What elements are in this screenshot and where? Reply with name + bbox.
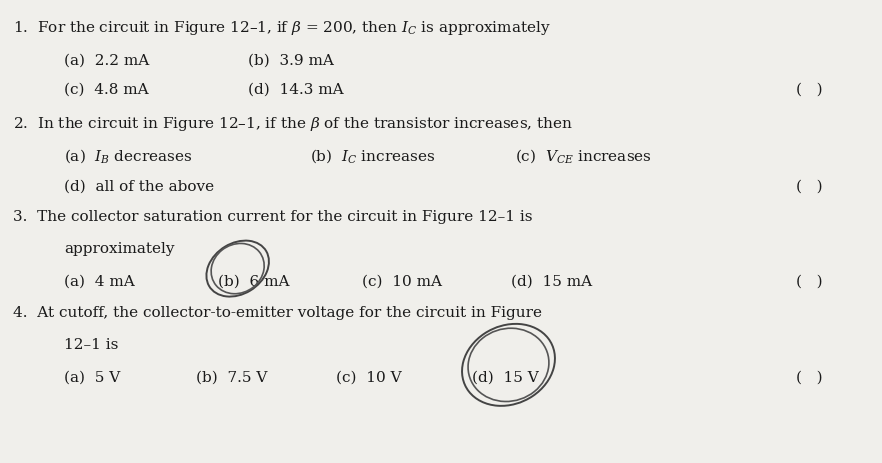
Text: (c)  10 mA: (c) 10 mA <box>363 274 442 288</box>
Text: (d)  15 V: (d) 15 V <box>472 369 538 384</box>
Text: 4.  At cutoff, the collector-to-emitter voltage for the circuit in Figure: 4. At cutoff, the collector-to-emitter v… <box>13 306 542 319</box>
Text: (c)  $V_{CE}$ increases: (c) $V_{CE}$ increases <box>515 147 653 165</box>
Text: (d)  all of the above: (d) all of the above <box>64 179 214 193</box>
Text: (a)  4 mA: (a) 4 mA <box>64 274 135 288</box>
Text: (b)  7.5 V: (b) 7.5 V <box>196 369 267 384</box>
Text: (c)  4.8 mA: (c) 4.8 mA <box>64 83 149 97</box>
Text: (a)  $I_B$ decreases: (a) $I_B$ decreases <box>64 147 192 165</box>
Text: (   ): ( ) <box>796 369 823 384</box>
Text: (b)  6 mA: (b) 6 mA <box>218 274 289 288</box>
Text: (b)  $I_C$ increases: (b) $I_C$ increases <box>310 147 435 165</box>
Text: (d)  15 mA: (d) 15 mA <box>511 274 592 288</box>
Text: 2.  In the circuit in Figure 12–1, if the $\beta$ of the transistor increases, t: 2. In the circuit in Figure 12–1, if the… <box>13 115 573 133</box>
Text: 12–1 is: 12–1 is <box>64 338 118 351</box>
Text: approximately: approximately <box>64 242 175 256</box>
Text: (a)  5 V: (a) 5 V <box>64 369 120 384</box>
Text: 1.  For the circuit in Figure 12–1, if $\beta$ = 200, then $I_C$ is approximatel: 1. For the circuit in Figure 12–1, if $\… <box>13 19 551 37</box>
Text: (   ): ( ) <box>796 274 823 288</box>
Text: 3.  The collector saturation current for the circuit in Figure 12–1 is: 3. The collector saturation current for … <box>13 210 533 224</box>
Text: (c)  10 V: (c) 10 V <box>336 369 401 384</box>
Text: (   ): ( ) <box>796 83 823 97</box>
Text: (a)  2.2 mA: (a) 2.2 mA <box>64 53 149 67</box>
Text: (b)  3.9 mA: (b) 3.9 mA <box>248 53 334 67</box>
Text: (   ): ( ) <box>796 179 823 193</box>
Text: (d)  14.3 mA: (d) 14.3 mA <box>248 83 344 97</box>
